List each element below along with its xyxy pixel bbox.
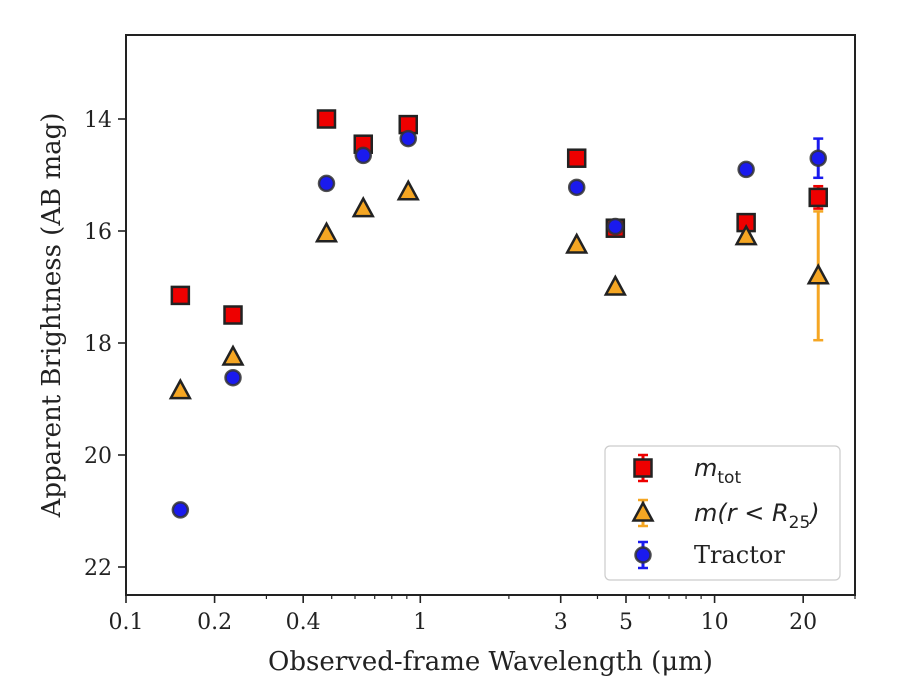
x-tick-label: 0.1 (109, 610, 144, 635)
triangle-data-point (396, 179, 420, 201)
square-data-point (170, 285, 191, 306)
square-data-point (223, 305, 243, 325)
x-tick-label: 20 (789, 610, 817, 635)
triangle-data-point (734, 223, 758, 246)
triangle-data-point (351, 195, 375, 218)
x-tick-label: 3 (554, 610, 568, 635)
y-tick-label: 18 (84, 332, 112, 357)
x-tick-label: 5 (619, 610, 633, 635)
square-data-point (808, 187, 828, 208)
legend-label: mtot (694, 454, 741, 488)
y-tick-label: 14 (84, 108, 112, 133)
triangle-data-point (603, 274, 627, 296)
legend-box (604, 445, 841, 581)
legend-label: m(r < R25) (694, 499, 820, 533)
circle-data-point (171, 501, 190, 519)
y-axis-ticks: 14 16 18 20 22 (84, 108, 126, 581)
legend: mtot m(r < R25) Tractor (604, 445, 841, 581)
circle-data-point (737, 160, 755, 179)
square-data-point (566, 148, 587, 168)
circle-data-point (809, 149, 827, 167)
circle-data-point (224, 368, 242, 387)
triangle-data-point (168, 377, 192, 400)
x-tick-label: 10 (701, 610, 729, 635)
y-axis-label: Apparent Brightness (AB mag) (37, 113, 67, 519)
x-axis-ticks: 0.1 0.2 0.4 1 3 5 10 20 (109, 595, 856, 635)
triangle-data-point (565, 232, 589, 254)
circle-data-point (606, 217, 625, 236)
circle-data-point (317, 174, 336, 193)
square-data-point (316, 109, 337, 129)
triangle-data-point (314, 221, 339, 243)
x-axis-label: Observed-frame Wavelength (μm) (268, 647, 713, 677)
x-tick-label: 0.2 (197, 610, 232, 635)
x-tick-label: 1 (413, 610, 427, 635)
legend-circle-marker (634, 546, 652, 564)
y-tick-label: 20 (84, 444, 112, 469)
y-tick-label: 16 (84, 220, 112, 245)
legend-square-marker (633, 458, 653, 478)
triangle-data-point (806, 263, 830, 285)
data-markers (168, 109, 830, 519)
legend-label: Tractor (694, 541, 785, 569)
circle-data-point (567, 178, 586, 197)
triangle-data-point (221, 344, 245, 366)
circle-data-point (399, 129, 417, 148)
y-tick-label: 22 (84, 556, 112, 581)
legend-triangle-marker (631, 500, 655, 522)
circle-data-point (354, 146, 373, 165)
x-tick-label: 0.4 (286, 610, 321, 635)
plot-frame (125, 34, 856, 596)
